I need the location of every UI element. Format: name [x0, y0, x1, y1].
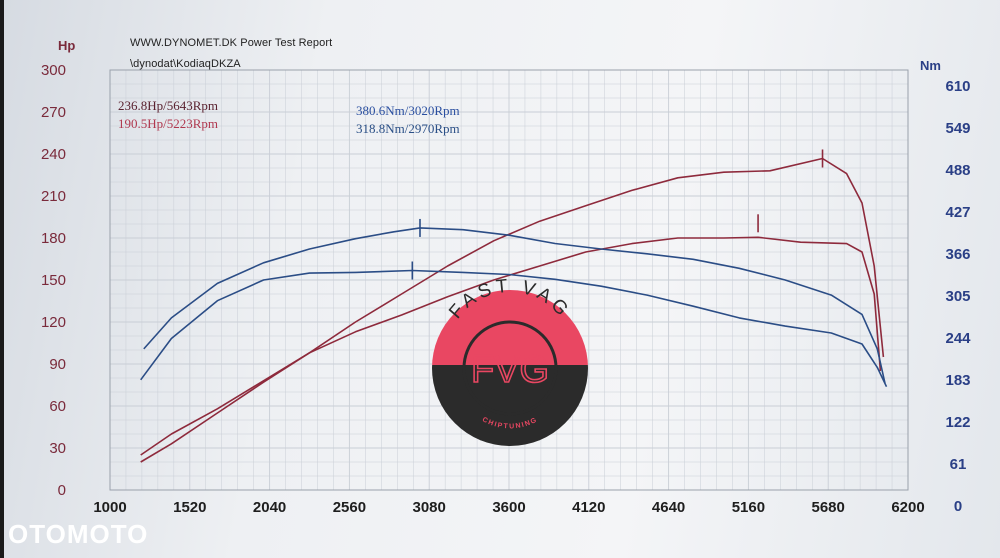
- series-line-2: [140, 236, 882, 463]
- left-y-tick-label: 0: [58, 482, 66, 499]
- power-stock-annotation: 190.5Hp/5223Rpm: [118, 116, 219, 131]
- power-tuned-annotation: 236.8Hp/5643Rpm: [118, 98, 219, 113]
- left-y-tick-label: 300: [41, 62, 66, 79]
- report-title: WWW.DYNOMET.DK Power Test Report: [130, 37, 333, 49]
- x-tick-label: 5680: [812, 499, 845, 516]
- left-y-tick-label: 60: [49, 398, 66, 415]
- left-y-tick-label: 120: [41, 314, 66, 331]
- left-y-tick-label: 30: [49, 440, 66, 457]
- left-y-tick-label: 150: [41, 272, 66, 289]
- x-tick-label: 6200: [891, 499, 924, 516]
- right-y-tick-label: 488: [945, 162, 970, 179]
- right-y-tick-label: 366: [945, 246, 970, 263]
- right-y-tick-label: 0: [954, 498, 962, 515]
- right-y-tick-label: 122: [945, 414, 970, 431]
- left-y-tick-label: 270: [41, 104, 66, 121]
- x-tick-label: 3080: [413, 499, 446, 516]
- logo-monogram: FVG: [471, 349, 549, 391]
- right-y-tick-label: 427: [945, 204, 970, 221]
- x-tick-label: 3600: [492, 499, 525, 516]
- otomoto-watermark: OTOMOTO: [8, 519, 149, 549]
- left-y-tick-label: 210: [41, 188, 66, 205]
- series-line-4: [140, 269, 888, 388]
- x-tick-label: 1520: [173, 499, 206, 516]
- x-tick-label: 4640: [652, 499, 685, 516]
- x-tick-label: 2560: [333, 499, 366, 516]
- left-y-tick-label: 240: [41, 146, 66, 163]
- torque-tuned-annotation: 380.6Nm/3020Rpm: [356, 103, 460, 118]
- x-tick-label: 2040: [253, 499, 286, 516]
- series-line-1: [140, 157, 885, 456]
- left-y-tick-label: 90: [49, 356, 66, 373]
- left-axis-unit: Hp: [58, 38, 76, 53]
- right-y-tick-label: 305: [945, 288, 970, 305]
- x-tick-label: 5160: [732, 499, 765, 516]
- right-axis-unit: Nm: [920, 58, 941, 73]
- right-y-tick-label: 549: [945, 120, 970, 137]
- series-line-3: [143, 227, 886, 384]
- right-y-tick-label: 61: [950, 456, 967, 473]
- left-y-tick-label: 180: [41, 230, 66, 247]
- right-y-tick-label: 183: [945, 372, 970, 389]
- right-y-tick-label: 244: [945, 330, 971, 347]
- x-tick-label: 4120: [572, 499, 605, 516]
- x-tick-label: 1000: [93, 499, 126, 516]
- right-y-tick-label: 610: [945, 78, 970, 95]
- plot-frame: [109, 69, 909, 491]
- torque-stock-annotation: 318.8Nm/2970Rpm: [356, 121, 460, 136]
- file-path: \dynodat\KodiaqDKZA: [130, 58, 241, 70]
- dyno-sheet: [4, 0, 1000, 558]
- logo-inner-ring: [462, 320, 558, 416]
